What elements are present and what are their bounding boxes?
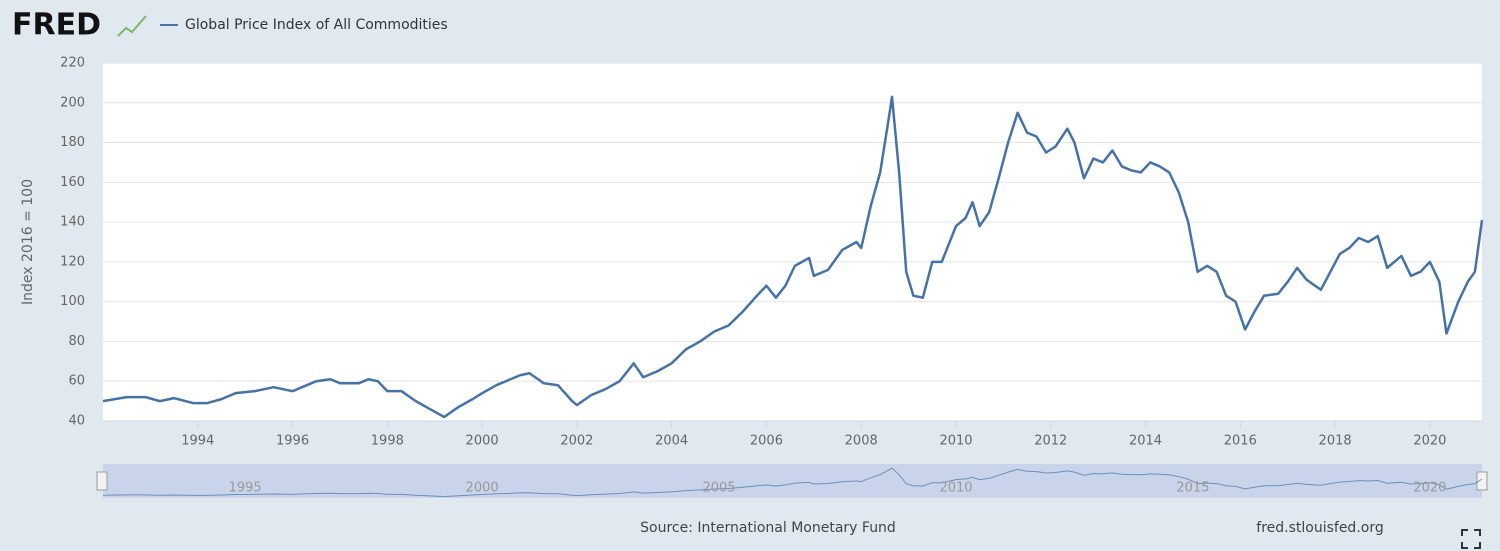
y-tick-label: 100 xyxy=(60,294,85,309)
y-tick-label: 60 xyxy=(68,374,85,389)
nav-tick-label: 2010 xyxy=(939,481,972,496)
y-tick-label: 220 xyxy=(60,56,85,71)
x-tick-label: 2006 xyxy=(750,434,783,449)
nav-line xyxy=(102,467,1483,498)
y-tick-label: 40 xyxy=(68,414,85,429)
x-tick-label: 1998 xyxy=(371,434,404,449)
nav-tick-label: 2000 xyxy=(466,481,499,496)
x-tick-label: 2004 xyxy=(655,434,688,449)
y-tick-label: 140 xyxy=(60,215,85,230)
logo-icon xyxy=(117,15,147,37)
y-tick-label: 120 xyxy=(60,254,85,269)
x-tick-label: 2008 xyxy=(845,434,878,449)
nav-tick-label: 2020 xyxy=(1413,481,1446,496)
x-tick-label: 1994 xyxy=(181,434,214,449)
x-tick-label: 2010 xyxy=(939,434,972,449)
y-tick-label: 80 xyxy=(68,334,85,349)
series-line xyxy=(102,95,1484,419)
nav-tick-label: 2005 xyxy=(703,481,736,496)
fullscreen-button[interactable] xyxy=(1461,529,1481,549)
site-link: fred.stlouisfed.org xyxy=(1256,520,1383,536)
nav-handle-left[interactable] xyxy=(96,471,108,491)
nav-handle-right[interactable] xyxy=(1476,471,1488,491)
x-tick-label: 2018 xyxy=(1319,434,1352,449)
nav-tick-label: 1995 xyxy=(229,481,262,496)
source: Source: International Monetary Fund xyxy=(640,520,896,536)
brand-logo: FRED xyxy=(12,8,101,43)
navigator xyxy=(103,464,1482,498)
x-tick-label: 2014 xyxy=(1129,434,1162,449)
nav-tick-label: 2015 xyxy=(1176,481,1209,496)
x-tick-label: 2012 xyxy=(1034,434,1067,449)
legend-label: Global Price Index of All Commodities xyxy=(185,17,448,33)
x-tick-label: 1996 xyxy=(276,434,309,449)
x-tick-label: 2016 xyxy=(1224,434,1257,449)
y-tick-label: 160 xyxy=(60,175,85,190)
y-axis-label: Index 2016 = 100 xyxy=(20,179,36,305)
y-tick-label: 180 xyxy=(60,135,85,150)
x-tick-label: 2020 xyxy=(1413,434,1446,449)
plot-area xyxy=(103,63,1482,421)
y-tick-label: 200 xyxy=(60,95,85,110)
x-tick-label: 2002 xyxy=(560,434,593,449)
x-tick-label: 2000 xyxy=(466,434,499,449)
